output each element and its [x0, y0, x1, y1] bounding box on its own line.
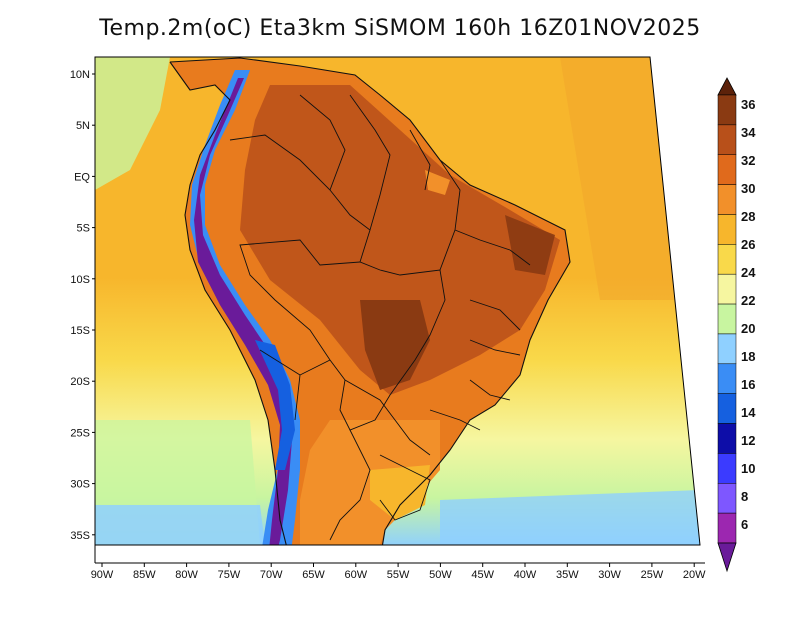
- colorbar-label: 20: [741, 321, 755, 336]
- colorbar-label: 34: [741, 125, 756, 140]
- colorbar-label: 26: [741, 237, 755, 252]
- colorbar: 36 34 32 30 28 26 24 22 20 18 16 14 12 10 8 6: [717, 77, 756, 573]
- colorbar-label: 28: [741, 209, 755, 224]
- colorbar-band: [717, 423, 737, 454]
- colorbar-band: [717, 214, 737, 245]
- colorbar-band: [717, 273, 737, 305]
- lon-tick-label: 45W: [471, 569, 494, 581]
- lat-tick-label: 20S: [70, 376, 90, 388]
- lon-tick-label: 80W: [175, 569, 198, 581]
- colorbar-label: 14: [741, 405, 756, 420]
- lon-tick-label: 60W: [344, 569, 367, 581]
- lon-tick-label: 90W: [91, 569, 114, 581]
- lon-tick-label: 50W: [429, 569, 452, 581]
- latitude-ticks: 10N 5N EQ 5S 10S 15S 20S 25S 30S 35S: [70, 69, 95, 542]
- lon-tick-label: 85W: [133, 569, 156, 581]
- country-borders: [229, 94, 531, 541]
- lat-tick-label: 5N: [76, 120, 90, 132]
- colorbar-band: [717, 244, 737, 275]
- colorbar-band: [717, 453, 737, 484]
- andes-core: [194, 78, 292, 545]
- colorbar-band: [717, 94, 737, 126]
- colorbar-label: 6: [741, 517, 748, 532]
- lon-tick-label: 40W: [514, 569, 537, 581]
- map-title: Temp.2m(oC) Eta3km SiSMOM 160h 16Z01NOV2…: [99, 16, 701, 41]
- colorbar-label: 16: [741, 377, 755, 392]
- colorbar-band: [717, 393, 737, 424]
- lat-tick-label: 10S: [70, 274, 90, 286]
- lat-tick-label: 25S: [70, 427, 90, 439]
- hot-core: [240, 85, 560, 395]
- colorbar-label: 8: [741, 489, 748, 504]
- lon-tick-label: 55W: [387, 569, 410, 581]
- lat-tick-label: 10N: [70, 69, 90, 81]
- lon-tick-label: 35W: [556, 569, 579, 581]
- lat-tick-label: 30S: [70, 479, 90, 491]
- lon-tick-label: 25W: [641, 569, 664, 581]
- andes-mid: [255, 340, 295, 470]
- lon-tick-label: 20W: [683, 569, 706, 581]
- colorbar-band: [717, 512, 737, 544]
- colorbar-label: 10: [741, 461, 755, 476]
- pacific-north: [95, 57, 170, 190]
- colorbar-band: [717, 333, 737, 365]
- colorbar-band: [717, 483, 737, 514]
- coastline: [169, 57, 571, 545]
- longitude-ticks: 90W 85W 80W 75W 70W 65W 60W 55W 50W 45W 40W 35W 30W 2…: [91, 563, 706, 581]
- colorbar-band: [717, 184, 737, 215]
- lon-tick-label: 30W: [598, 569, 621, 581]
- lat-tick-label: 5S: [77, 223, 90, 235]
- lat-tick-label: 15S: [70, 325, 90, 337]
- colorbar-band: [717, 154, 737, 185]
- lat-tick-label: 35S: [70, 530, 90, 542]
- map-domain: [95, 57, 700, 545]
- colorbar-label: 12: [741, 433, 755, 448]
- lon-tick-label: 70W: [260, 569, 283, 581]
- colorbar-label: 30: [741, 181, 755, 196]
- hot-northeast: [505, 215, 555, 275]
- atlantic-cold: [440, 490, 700, 545]
- amazon-delta: [425, 170, 450, 195]
- colorbar-label: 32: [741, 153, 755, 168]
- colorbar-label: 22: [741, 293, 755, 308]
- colorbar-label: 18: [741, 349, 755, 364]
- lat-tick-label: EQ: [74, 171, 90, 183]
- colorbar-max-arrow: [717, 77, 737, 96]
- colorbar-label: 24: [741, 265, 756, 280]
- hottest-core: [360, 300, 430, 390]
- lon-tick-label: 75W: [218, 569, 241, 581]
- colorbar-band: [717, 363, 737, 394]
- pacific-cold: [95, 505, 265, 545]
- colorbar-min-arrow: [717, 542, 737, 573]
- lon-tick-label: 65W: [302, 569, 325, 581]
- colorbar-band: [717, 303, 737, 335]
- colorbar-label: 36: [741, 97, 755, 112]
- colorbar-band: [717, 124, 737, 155]
